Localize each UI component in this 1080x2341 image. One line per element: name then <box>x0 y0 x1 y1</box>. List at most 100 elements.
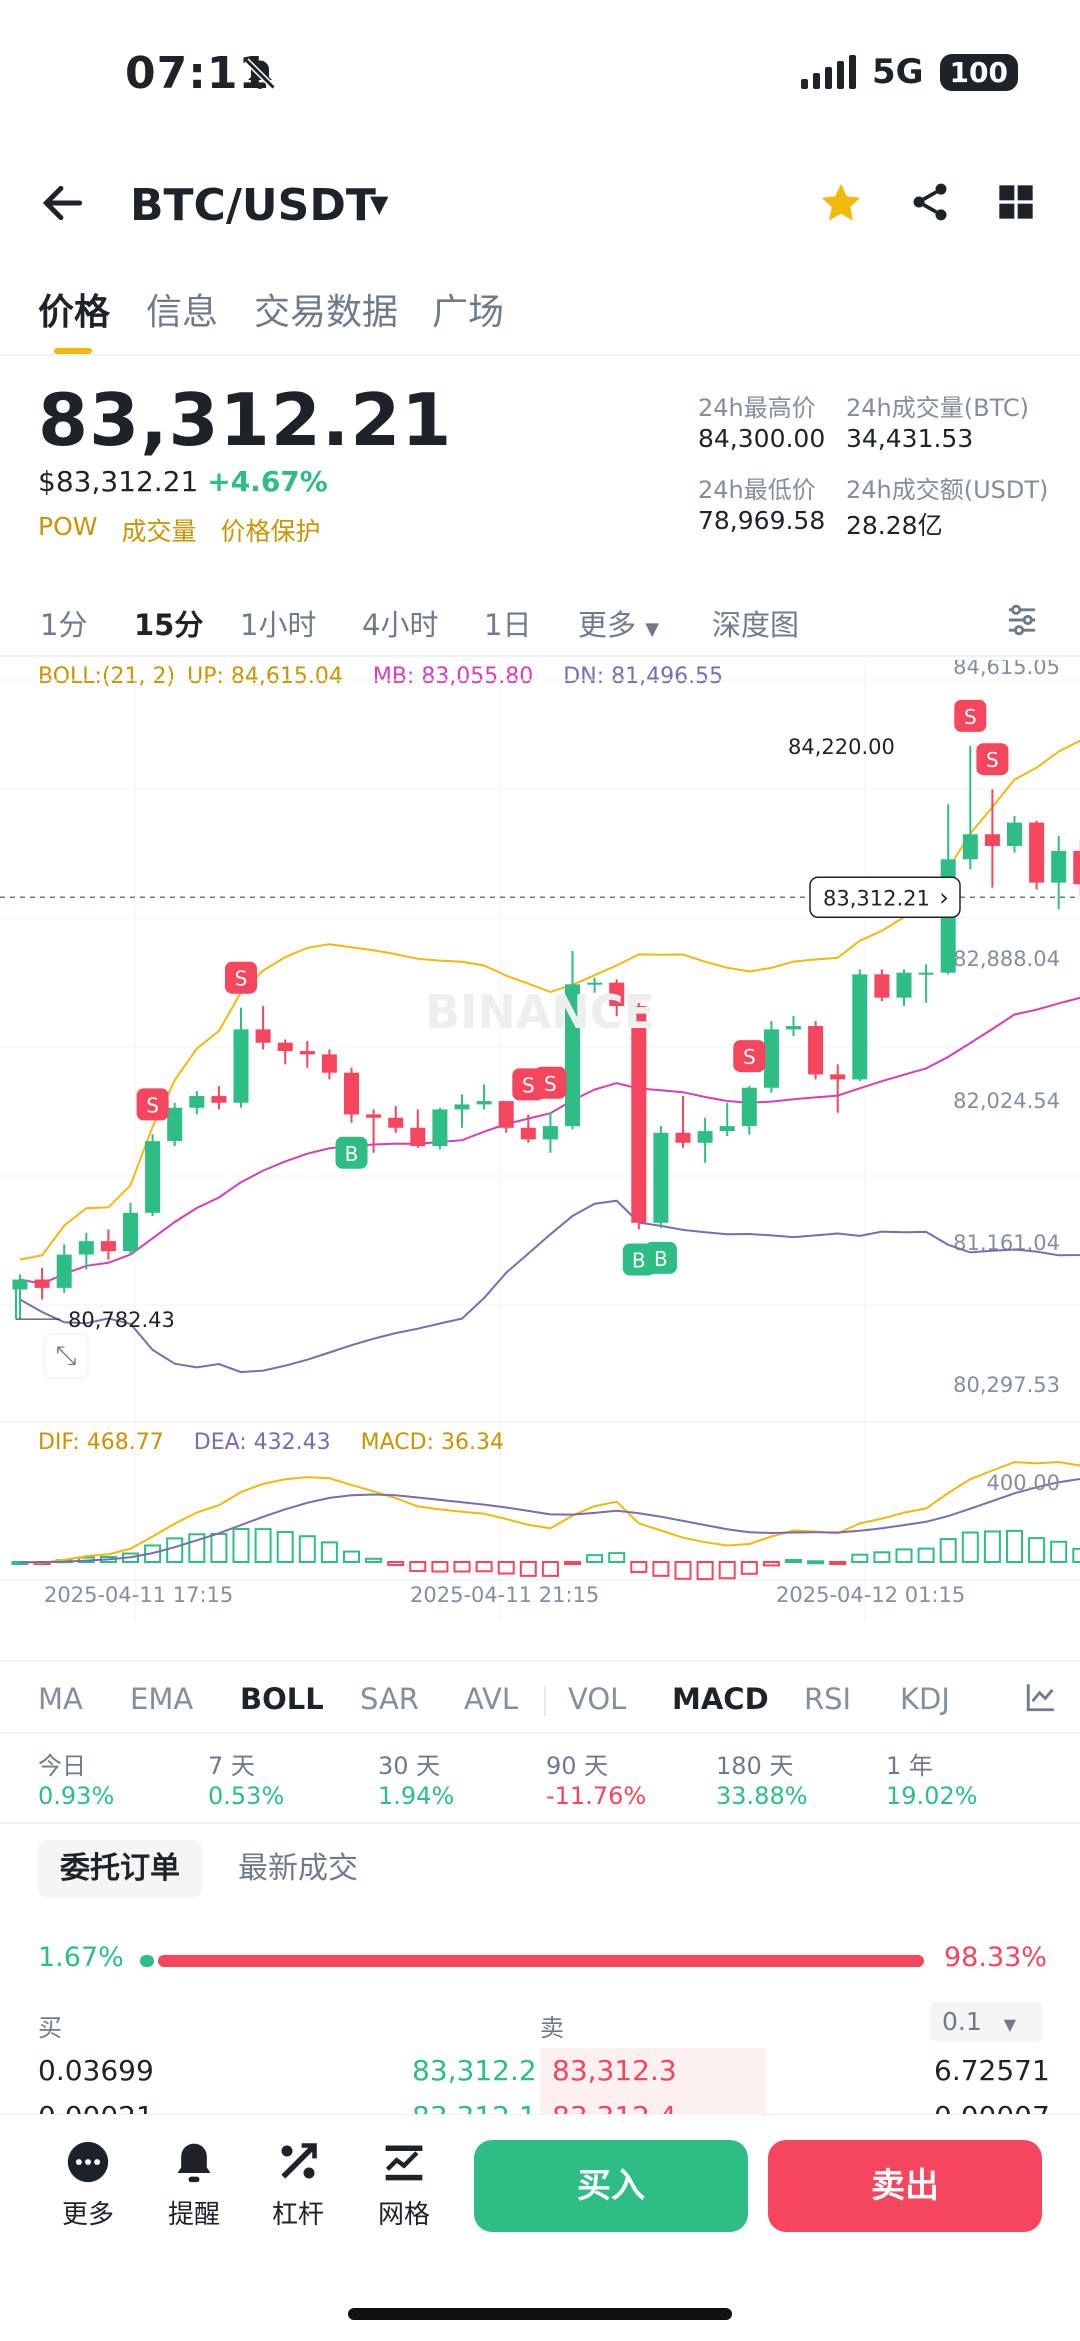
indicator-macd[interactable]: MACD <box>672 1682 769 1716</box>
candle-body <box>896 972 912 998</box>
indicator-settings-icon[interactable] <box>1024 1680 1058 1718</box>
interval-more-label: 更多 <box>578 608 637 642</box>
candle-body <box>145 1141 161 1213</box>
tab-info[interactable]: 信息 <box>146 292 219 333</box>
change-percent: +4.67% <box>207 465 328 498</box>
percent-icon <box>281 2143 317 2179</box>
buy-button[interactable]: 买入 <box>474 2140 748 2232</box>
candle-body <box>587 982 603 985</box>
boll-dn: DN: 81,496.55 <box>563 664 724 689</box>
candle-body <box>741 1087 757 1127</box>
price-chart[interactable]: 84,615.05 82,888.04 82,024.54 81,161.04 80,2… <box>0 660 1080 1620</box>
macd-bar <box>232 1527 250 1563</box>
pair-dropdown-icon[interactable]: ▼ <box>370 190 389 218</box>
interval-4h[interactable]: 4小时 <box>362 608 439 642</box>
perf-label-today: 今日 <box>38 1752 86 1780</box>
candle-body <box>565 984 580 1127</box>
perf-value-30d: 1.94% <box>378 1782 455 1810</box>
interval-1m[interactable]: 1分 <box>40 608 88 642</box>
perf-label-90d: 90 天 <box>546 1752 609 1780</box>
grid-button[interactable]: 网格 <box>354 2140 454 2231</box>
candle-body <box>918 972 934 975</box>
macd-bar <box>785 1559 802 1564</box>
interval-1h[interactable]: 1小时 <box>240 608 317 642</box>
macd-legend: DIF: 468.77 DEA: 432.43 MACD: 36.34 <box>38 1430 504 1455</box>
buy-ratio-bar <box>140 1955 154 1967</box>
current-price-tag <box>809 876 961 919</box>
macd-bar <box>519 1561 537 1577</box>
alert-button[interactable]: 提醒 <box>144 2140 244 2231</box>
macd-bar <box>1028 1537 1046 1563</box>
trade-marker <box>733 1040 766 1073</box>
macd-bar <box>807 1560 825 1565</box>
network-label: 5G <box>871 52 924 92</box>
boll-legend: BOLL:(21, 2) UP: 84,615.04 MB: 83,055.80… <box>38 664 723 689</box>
bid-qty-1: 0.03699 <box>38 2054 154 2087</box>
indicator-avl[interactable]: AVL <box>464 1682 518 1716</box>
share-icon[interactable] <box>908 180 952 228</box>
leverage-button[interactable]: 杠杆 <box>248 2140 348 2231</box>
trade-marker <box>136 1088 169 1121</box>
candle-body <box>476 1101 492 1105</box>
interval-15m[interactable]: 15分 <box>134 608 204 642</box>
boll-mb: MB: 83,055.80 <box>372 664 534 689</box>
vol-usdt-value: 28.28亿 <box>846 511 943 540</box>
trade-marker-label: S <box>146 1093 159 1117</box>
precision-select[interactable]: 0.1 ▼ <box>930 2002 1042 2042</box>
back-arrow-icon[interactable] <box>38 178 88 228</box>
depth-chart-tab[interactable]: 深度图 <box>712 608 800 642</box>
candle-body <box>609 982 625 1007</box>
candle-body <box>962 834 978 860</box>
alert-label: 提醒 <box>167 2200 220 2230</box>
candle-body <box>211 1096 227 1103</box>
chart-settings-icon[interactable] <box>1004 604 1040 640</box>
indicator-ma[interactable]: MA <box>38 1682 83 1716</box>
divider <box>0 1660 1080 1662</box>
candle-body <box>277 1042 293 1052</box>
chevron-down-icon: ▼ <box>1003 2015 1017 2034</box>
more-label: 更多 <box>61 2200 114 2230</box>
tag-pow[interactable]: POW <box>38 512 98 541</box>
battery-indicator: 100 <box>939 53 1018 91</box>
macd-bar <box>917 1547 935 1563</box>
candle-body <box>498 1101 514 1128</box>
tab-trade-data[interactable]: 交易数据 <box>254 292 399 333</box>
indicator-vol[interactable]: VOL <box>568 1682 627 1716</box>
tab-square[interactable]: 广场 <box>432 292 505 333</box>
candle-body <box>100 1241 116 1252</box>
pair-title[interactable]: BTC/USDT <box>130 180 376 231</box>
signal-icon <box>800 55 856 89</box>
price-axis-label: 81,161.04 <box>953 1231 1060 1255</box>
sell-button[interactable]: 卖出 <box>768 2140 1042 2232</box>
interval-more[interactable]: 更多 ▼ <box>578 602 659 644</box>
favorite-star-icon[interactable] <box>818 180 864 230</box>
tab-latest-trades[interactable]: 最新成交 <box>238 1851 358 1886</box>
buy-ratio: 1.67% <box>38 1942 124 1973</box>
candle-body <box>233 1029 249 1103</box>
tab-price[interactable]: 价格 <box>38 292 111 333</box>
tab-open-orders[interactable]: 委托订单 <box>38 1840 202 1898</box>
tag-price-protection[interactable]: 价格保护 <box>220 517 321 546</box>
status-right: 5G 100 <box>800 52 1018 92</box>
candle-body <box>1007 822 1022 846</box>
more-button[interactable]: 更多 <box>38 2140 138 2231</box>
perf-label-1y: 1 年 <box>886 1752 933 1780</box>
tag-volume[interactable]: 成交量 <box>121 517 197 546</box>
indicator-kdj[interactable]: KDJ <box>900 1682 950 1716</box>
watermark: BINANCE <box>425 985 655 1039</box>
indicator-sar[interactable]: SAR <box>360 1682 419 1716</box>
indicator-ema[interactable]: EMA <box>130 1682 194 1716</box>
interval-1d[interactable]: 1日 <box>484 608 532 642</box>
trade-marker-label: S <box>235 967 248 991</box>
perf-label-7d: 7 天 <box>208 1752 255 1780</box>
indicator-rsi[interactable]: RSI <box>804 1682 852 1716</box>
grid-trading-icon <box>385 2145 423 2181</box>
grid-menu-icon[interactable] <box>996 182 1036 226</box>
usd-price: $83,312.21 <box>38 465 199 498</box>
macd-bar <box>696 1561 714 1581</box>
indicator-boll[interactable]: BOLL <box>240 1682 324 1716</box>
candle-body <box>1051 850 1067 883</box>
macd-dif-line <box>19 1460 1080 1564</box>
expand-chart-button <box>43 1333 89 1379</box>
trade-marker-label: B <box>345 1142 359 1166</box>
